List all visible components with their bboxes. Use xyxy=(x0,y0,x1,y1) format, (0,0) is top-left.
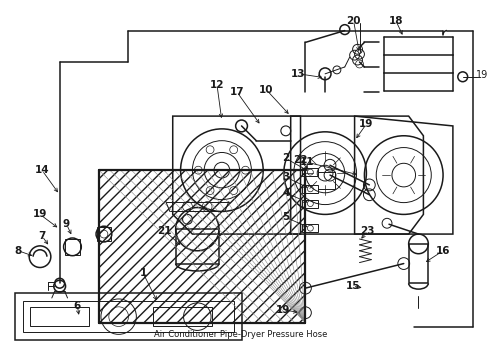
Text: Air Conditioner Pipe-Dryer Pressure Hose: Air Conditioner Pipe-Dryer Pressure Hose xyxy=(154,330,327,339)
Text: 4: 4 xyxy=(282,188,289,198)
Text: 15: 15 xyxy=(345,281,359,291)
Text: 9: 9 xyxy=(63,219,70,229)
Text: 6: 6 xyxy=(74,301,81,311)
Bar xyxy=(302,185,318,193)
Text: 5: 5 xyxy=(282,212,289,222)
Text: 19: 19 xyxy=(33,210,47,219)
Text: 19: 19 xyxy=(275,305,289,315)
Text: 17: 17 xyxy=(229,86,244,96)
Bar xyxy=(408,244,427,283)
Text: 3: 3 xyxy=(282,172,289,182)
Text: 14: 14 xyxy=(35,165,49,175)
Bar xyxy=(99,170,305,323)
Text: 16: 16 xyxy=(435,246,449,256)
Bar xyxy=(97,227,111,241)
Bar xyxy=(99,170,305,323)
Bar xyxy=(302,168,318,176)
Text: 2: 2 xyxy=(282,153,289,163)
Text: 10: 10 xyxy=(258,85,273,95)
Text: 7: 7 xyxy=(38,231,45,241)
Text: 8: 8 xyxy=(15,246,22,256)
Text: 21: 21 xyxy=(157,226,172,236)
Text: 23: 23 xyxy=(359,226,374,236)
Bar xyxy=(16,293,241,340)
Bar xyxy=(302,200,318,207)
Bar xyxy=(64,239,80,255)
Text: 13: 13 xyxy=(291,69,305,79)
Text: 18: 18 xyxy=(388,16,402,26)
Bar xyxy=(302,224,318,232)
Bar xyxy=(153,307,212,327)
Bar xyxy=(23,301,233,332)
Text: 12: 12 xyxy=(209,80,224,90)
Text: 11: 11 xyxy=(300,157,314,167)
Bar xyxy=(175,229,219,264)
Bar xyxy=(30,307,89,327)
Text: 1: 1 xyxy=(140,269,146,278)
Text: 22: 22 xyxy=(293,155,307,165)
Text: 19: 19 xyxy=(359,119,373,129)
Text: 20: 20 xyxy=(346,16,360,26)
Text: 19: 19 xyxy=(475,70,488,80)
Bar xyxy=(99,170,305,323)
